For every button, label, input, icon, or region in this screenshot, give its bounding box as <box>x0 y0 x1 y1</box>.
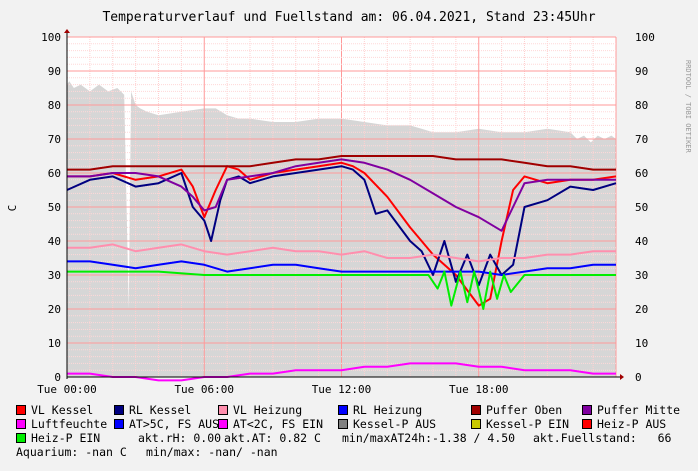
legend-label: Puffer Oben <box>486 403 563 417</box>
x-tick-label: Tue 18:00 <box>449 383 509 396</box>
axis-layer: 0 0 10 10 20 20 30 30 40 40 50 50 60 60 70 70 80 80 90 90 10… <box>37 29 655 396</box>
series-line-6 <box>67 362 616 382</box>
legend-swatch <box>114 405 124 415</box>
watermark: RRDTOOL / TOBI OETIKER <box>684 60 692 154</box>
x-tick-label: Tue 00:00 <box>37 383 97 396</box>
legend-item: Puffer Mitte <box>582 403 680 417</box>
legend-item: AT>5C, FS AUS <box>114 417 219 431</box>
legend-label: VL Heizung <box>233 403 303 417</box>
legend-swatch <box>582 405 592 415</box>
legend-swatch <box>16 433 26 443</box>
y-tick-label-left: 100 <box>41 31 61 44</box>
legend-label: Kessel-P AUS <box>353 417 437 431</box>
chart: Temperaturverlauf und Fuellstand am: 06.… <box>6 10 692 396</box>
y-tick-label-right: 30 <box>635 269 648 282</box>
y-axis-label: C <box>6 205 19 212</box>
legend-item: Puffer Oben <box>471 403 562 417</box>
stat-aquarium-minmax: min/max: -nan/ -nan <box>146 445 278 459</box>
series-line-4 <box>67 155 616 171</box>
legend-item: Heiz-P EIN <box>16 431 100 445</box>
legend-label: RL Heizung <box>353 403 423 417</box>
y-tick-label-left: 10 <box>48 337 61 350</box>
y-tick-label-right: 60 <box>635 167 648 180</box>
legend-label: VL Kessel <box>31 403 94 417</box>
legend-item: Heiz-P AUS <box>582 417 666 431</box>
y-tick-label-right: 0 <box>635 371 642 384</box>
legend-item: RL Heizung <box>338 403 422 417</box>
legend-swatch <box>471 405 481 415</box>
legend-swatch <box>218 405 228 415</box>
y-tick-label-left: 20 <box>48 303 61 316</box>
legend-label: Heiz-P EIN <box>31 431 101 445</box>
legend-swatch <box>582 419 592 429</box>
series-line-3 <box>67 260 616 276</box>
stat-rh: akt.rH: 0.00 <box>138 431 222 445</box>
series-line-12 <box>67 270 616 310</box>
legend-item: AT<2C, FS EIN <box>218 417 323 431</box>
y-tick-label-left: 80 <box>48 99 61 112</box>
y-tick-label-right: 40 <box>635 235 648 248</box>
legend-swatch <box>218 419 228 429</box>
legend-swatch <box>16 419 26 429</box>
y-tick-label-right: 90 <box>635 65 648 78</box>
stat-at: akt.AT: 0.82 C <box>224 431 321 445</box>
y-tick-label-left: 30 <box>48 269 61 282</box>
legend-item: Kessel-P EIN <box>471 417 569 431</box>
legend-item: Luftfeuchte <box>16 417 107 431</box>
y-tick-label-right: 100 <box>635 31 655 44</box>
y-tick-label-right: 70 <box>635 133 648 146</box>
series-line-0 <box>67 161 617 307</box>
x-axis-arrow <box>620 374 624 380</box>
y-tick-label-right: 20 <box>635 303 648 316</box>
series-line-1 <box>66 165 617 287</box>
y-tick-label-left: 60 <box>48 167 61 180</box>
y-tick-label-left: 90 <box>48 65 61 78</box>
legend-label: Luftfeuchte <box>31 417 108 431</box>
y-tick-label-left: 0 <box>54 371 61 384</box>
y-tick-label-right: 50 <box>635 201 648 214</box>
legend-item: RL Kessel <box>114 403 191 417</box>
legend-label: Puffer Mitte <box>597 403 681 417</box>
legend-swatch <box>338 405 348 415</box>
legend-label: AT<2C, FS EIN <box>233 417 324 431</box>
y-axis-arrow <box>64 29 70 33</box>
x-tick-label: Tue 06:00 <box>174 383 234 396</box>
series-layer <box>66 155 617 382</box>
legend-label: Heiz-P AUS <box>597 417 667 431</box>
y-tick-label-right: 80 <box>635 99 648 112</box>
y-tick-label-left: 50 <box>48 201 61 214</box>
legend-item: Kessel-P AUS <box>338 417 436 431</box>
legend-item: VL Heizung <box>218 403 302 417</box>
series-line-5 <box>67 158 616 232</box>
legend-swatch <box>114 419 124 429</box>
legend-item: VL Kessel <box>16 403 93 417</box>
stat-aquarium: Aquarium: -nan C <box>16 445 127 459</box>
legend-label: Kessel-P EIN <box>486 417 570 431</box>
stat-minmax24: min/maxAT24h:-1.38 / 4.50 <box>342 431 516 445</box>
y-tick-label-left: 70 <box>48 133 61 146</box>
series-line-2 <box>67 243 616 263</box>
x-tick-label: Tue 12:00 <box>312 383 372 396</box>
legend-swatch <box>471 419 481 429</box>
y-tick-label-left: 40 <box>48 235 61 248</box>
stat-fuellstand: akt.Fuellstand: 66 <box>533 431 672 445</box>
legend-swatch <box>16 405 26 415</box>
chart-title: Temperaturverlauf und Fuellstand am: 06.… <box>102 10 595 25</box>
legend-label: RL Kessel <box>129 403 192 417</box>
legend-label: AT>5C, FS AUS <box>129 417 220 431</box>
y-tick-label-right: 10 <box>635 337 648 350</box>
legend-swatch <box>338 419 348 429</box>
